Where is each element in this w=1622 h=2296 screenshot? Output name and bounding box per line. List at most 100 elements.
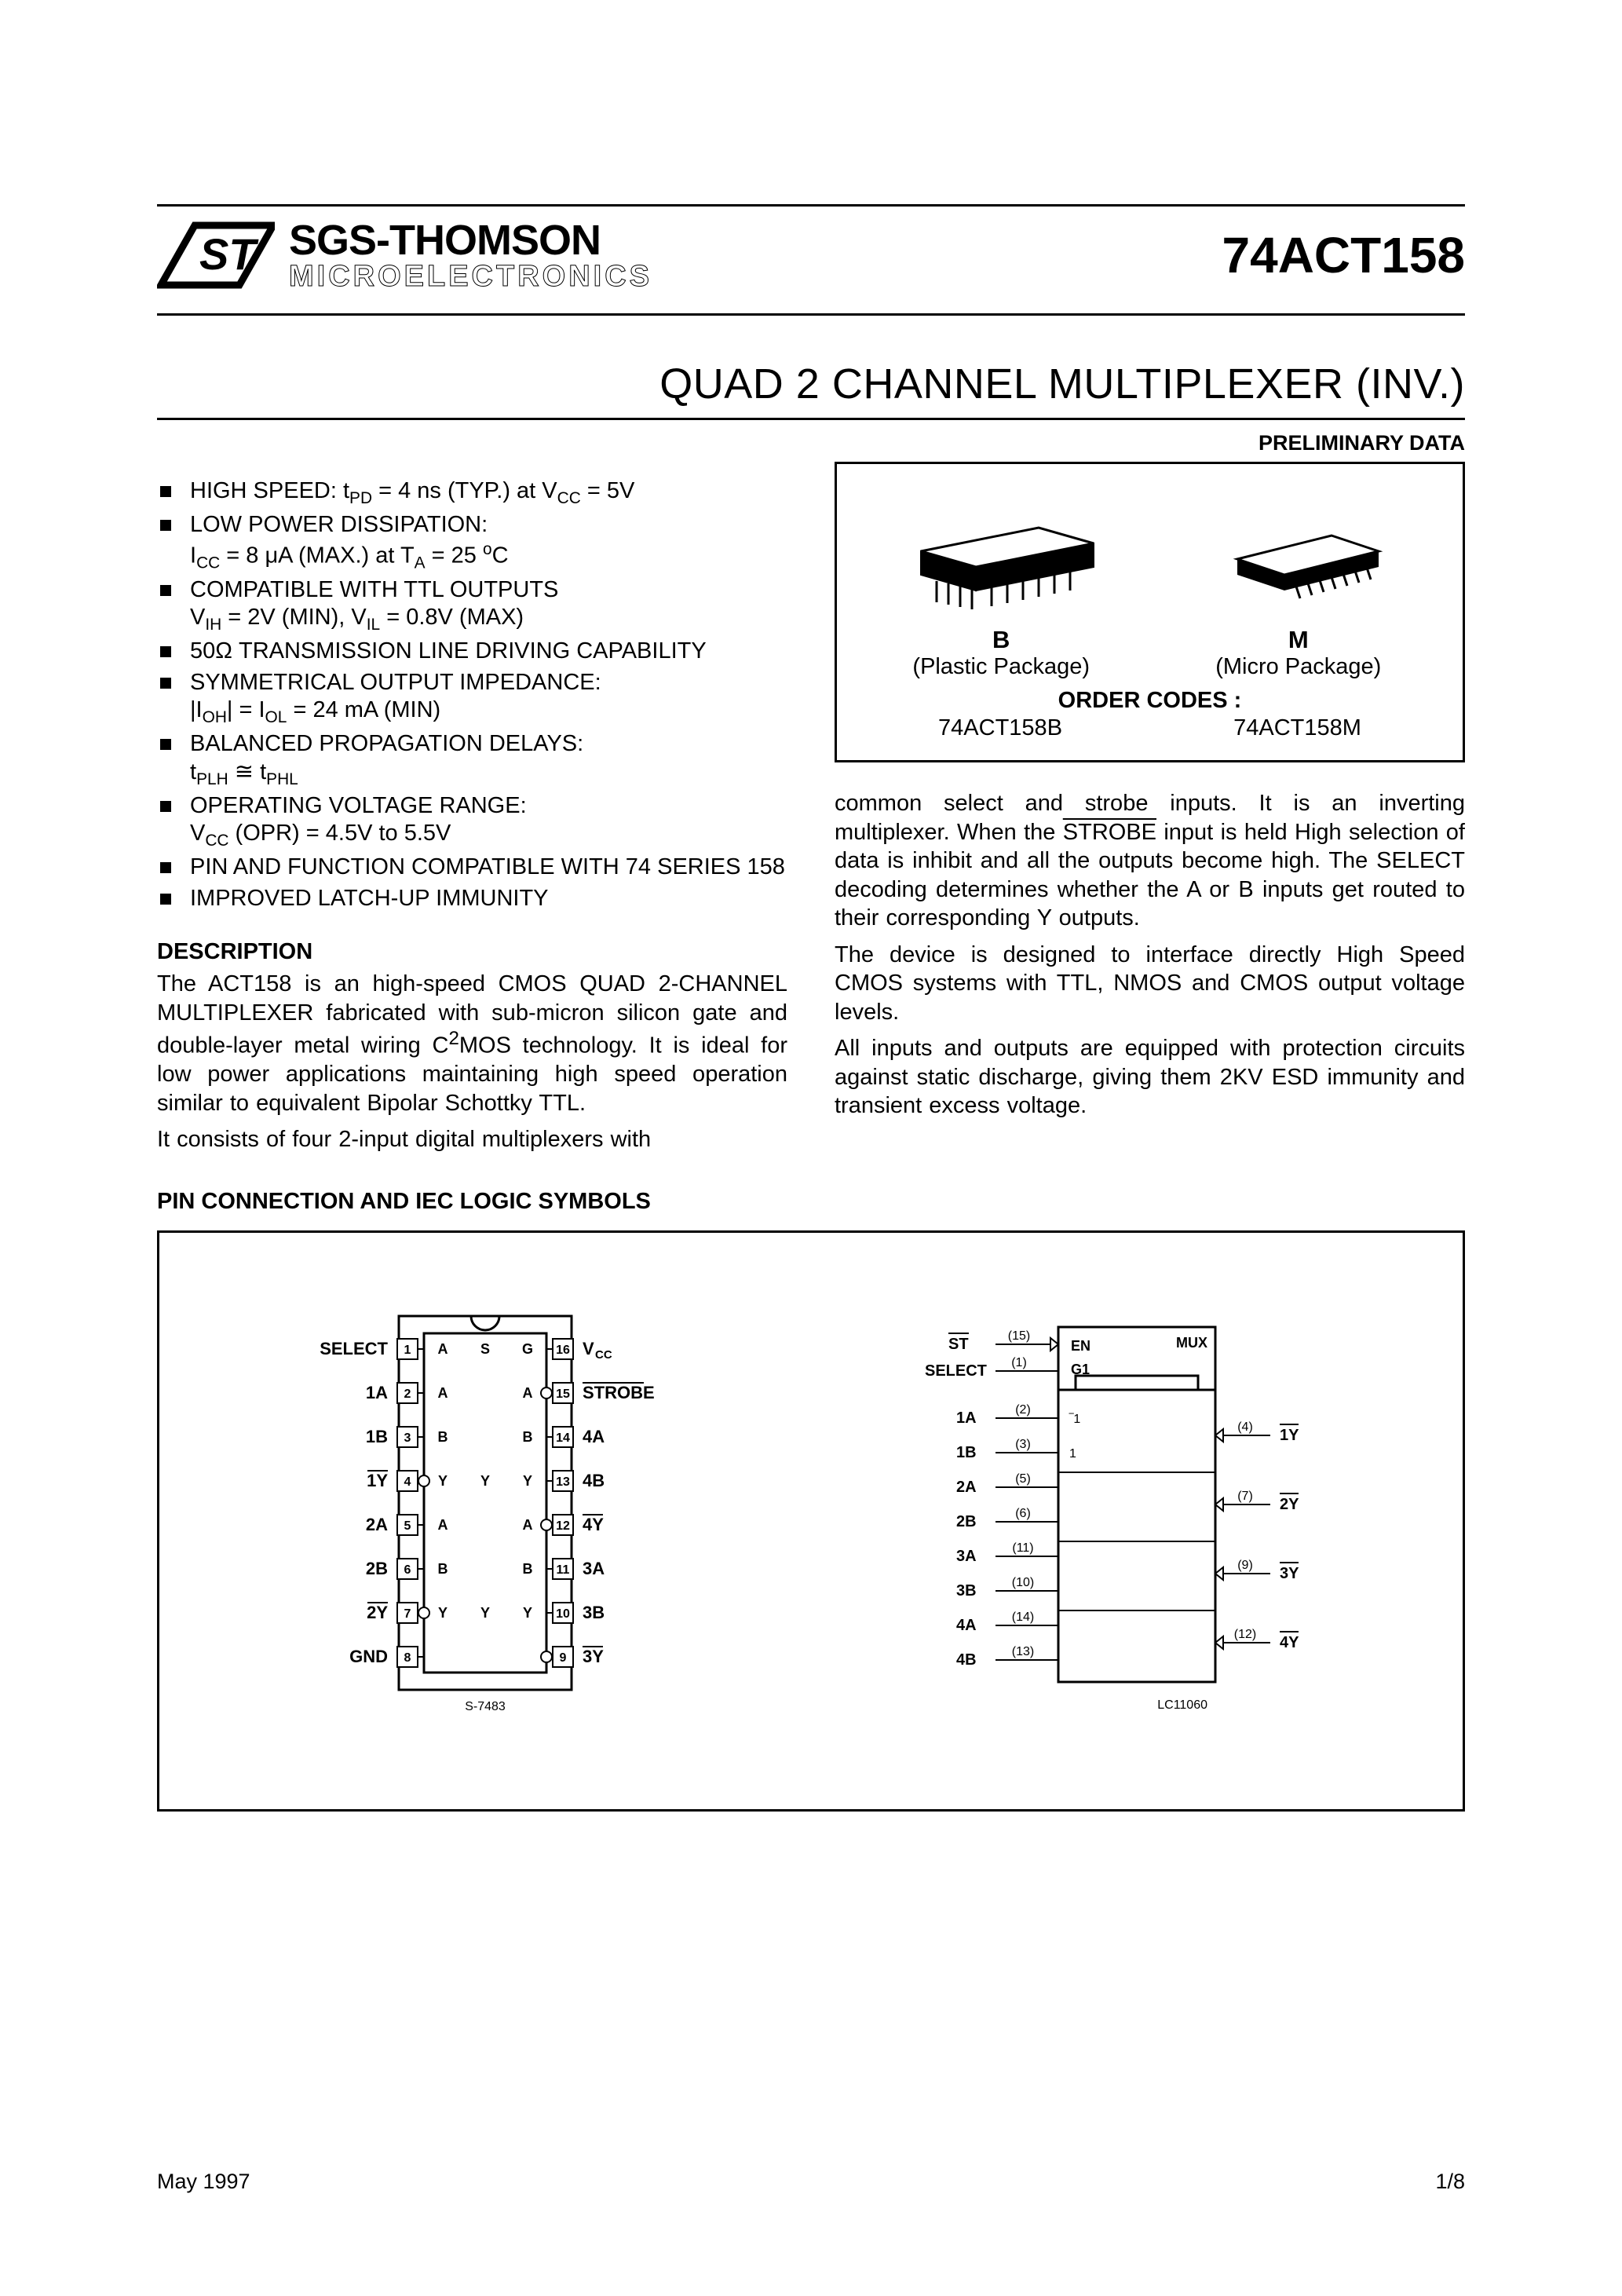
svg-text:A: A [523,1385,533,1401]
svg-text:3: 3 [404,1431,411,1445]
svg-text:CC: CC [595,1348,612,1362]
svg-text:B: B [523,1561,533,1577]
svg-text:G: G [522,1341,533,1357]
svg-text:A: A [438,1385,448,1401]
svg-text:‾1: ‾1 [1069,1413,1080,1426]
svg-text:(5): (5) [1015,1472,1031,1486]
svg-text:1B: 1B [956,1444,977,1461]
svg-text:S-7483: S-7483 [465,1700,506,1713]
svg-text:3A: 3A [583,1559,605,1578]
svg-text:4B: 4B [956,1651,977,1669]
left-column: HIGH SPEED: tPD = 4 ns (TYP.) at VCC = 5… [157,462,787,1162]
svg-text:8: 8 [404,1651,411,1665]
svg-text:2A: 2A [956,1479,977,1496]
svg-text:(10): (10) [1012,1576,1034,1589]
preliminary-label: PRELIMINARY DATA [157,431,1465,455]
feature-item: COMPATIBLE WITH TTL OUTPUTSVIH = 2V (MIN… [157,576,787,635]
svg-text:(14): (14) [1012,1610,1034,1624]
svg-text:(7): (7) [1237,1490,1253,1503]
svg-text:2Y: 2Y [1280,1496,1299,1513]
svg-text:GND: GND [349,1647,388,1666]
footer-page: 1/8 [1435,2170,1465,2194]
svg-text:Y: Y [523,1605,532,1621]
svg-text:10: 10 [556,1607,570,1621]
pkg-m-name: (Micro Package) [1150,654,1448,680]
footer: May 1997 1/8 [157,2170,1465,2194]
iec-logic-diagram: ENG1MUXST(15)SELECT(1)1A(2)‾11B(3)12A(5)… [901,1303,1341,1747]
svg-text:3A: 3A [956,1548,977,1565]
description-paragraph: All inputs and outputs are equipped with… [835,1034,1465,1121]
svg-text:S: S [480,1341,490,1357]
soic-package-icon [1229,512,1386,618]
svg-text:14: 14 [556,1431,570,1445]
feature-item: LOW POWER DISSIPATION:ICC = 8 μA (MAX.) … [157,511,787,572]
svg-text:1Y: 1Y [367,1471,388,1490]
svg-text:3B: 3B [956,1582,977,1600]
svg-text:Y: Y [438,1473,448,1489]
svg-text:11: 11 [557,1563,570,1577]
svg-text:B: B [438,1429,448,1445]
svg-text:Y: Y [480,1473,490,1489]
svg-text:SELECT: SELECT [320,1339,388,1358]
svg-text:SELECT: SELECT [925,1362,987,1380]
feature-item: SYMMETRICAL OUTPUT IMPEDANCE:|IOH| = IOL… [157,669,787,728]
svg-text:B: B [523,1429,533,1445]
description-heading: DESCRIPTION [157,939,787,965]
svg-text:6: 6 [404,1563,411,1577]
svg-text:(1): (1) [1011,1356,1027,1369]
feature-item: BALANCED PROPAGATION DELAYS:tPLH ≅ tPHL [157,730,787,789]
svg-text:LC11060: LC11060 [1157,1698,1207,1712]
feature-item: HIGH SPEED: tPD = 4 ns (TYP.) at VCC = 5… [157,477,787,508]
svg-text:(3): (3) [1015,1438,1031,1451]
feature-list: HIGH SPEED: tPD = 4 ns (TYP.) at VCC = 5… [157,477,787,912]
footer-date: May 1997 [157,2170,250,2194]
pin-connection-diagram: 116SELECTVCC2151ASTROBE3141B4A4131Y4B512… [281,1296,689,1755]
pkg-b-letter: B [853,626,1150,654]
svg-text:Y: Y [438,1605,448,1621]
svg-text:5: 5 [404,1519,411,1533]
svg-text:A: A [438,1341,448,1357]
svg-text:Y: Y [480,1605,490,1621]
svg-text:V: V [583,1339,594,1358]
svg-text:4Y: 4Y [583,1515,604,1534]
svg-text:4B: 4B [583,1471,605,1490]
svg-text:13: 13 [556,1475,570,1489]
svg-text:(15): (15) [1008,1329,1030,1343]
svg-text:(4): (4) [1237,1420,1253,1434]
order-code-b: 74ACT158B [938,715,1062,741]
company-logo: ST SGS-THOMSON MICROELECTRONICS [157,216,652,294]
pkg-b-name: (Plastic Package) [853,654,1150,680]
svg-text:2Y: 2Y [367,1603,388,1622]
svg-text:1A: 1A [366,1383,388,1402]
svg-text:4A: 4A [583,1427,605,1446]
dip-package-icon [913,496,1109,618]
svg-text:(11): (11) [1012,1541,1033,1555]
svg-text:2: 2 [404,1387,411,1401]
svg-text:4A: 4A [956,1617,977,1634]
svg-text:(2): (2) [1015,1403,1031,1417]
diagrams-box: 116SELECTVCC2151ASTROBE3141B4A4131Y4B512… [157,1230,1465,1812]
svg-text:A: A [438,1517,448,1533]
st-logo-icon: ST [157,216,275,294]
feature-item: IMPROVED LATCH-UP IMMUNITY [157,885,787,912]
description-paragraph: The ACT158 is an high-speed CMOS QUAD 2-… [157,970,787,1117]
pin-section-heading: PIN CONNECTION AND IEC LOGIC SYMBOLS [157,1189,1465,1215]
svg-text:STROBE: STROBE [583,1383,655,1402]
order-code-m: 74ACT158M [1233,715,1361,741]
svg-text:4: 4 [404,1475,411,1489]
svg-text:1: 1 [404,1344,411,1357]
svg-text:4Y: 4Y [1280,1634,1299,1651]
svg-text:(6): (6) [1015,1507,1031,1520]
svg-text:16: 16 [556,1344,570,1357]
svg-text:1Y: 1Y [1280,1427,1299,1444]
svg-text:1A: 1A [956,1409,977,1427]
feature-item: OPERATING VOLTAGE RANGE:VCC (OPR) = 4.5V… [157,792,787,851]
description-paragraph: common select and strobe inputs. It is a… [835,789,1465,933]
svg-text:B: B [438,1561,448,1577]
pkg-m-letter: M [1150,626,1448,654]
svg-text:A: A [523,1517,533,1533]
svg-text:(12): (12) [1234,1628,1256,1641]
svg-text:ST: ST [199,229,259,279]
svg-text:1: 1 [1069,1447,1076,1461]
svg-text:12: 12 [556,1519,570,1533]
